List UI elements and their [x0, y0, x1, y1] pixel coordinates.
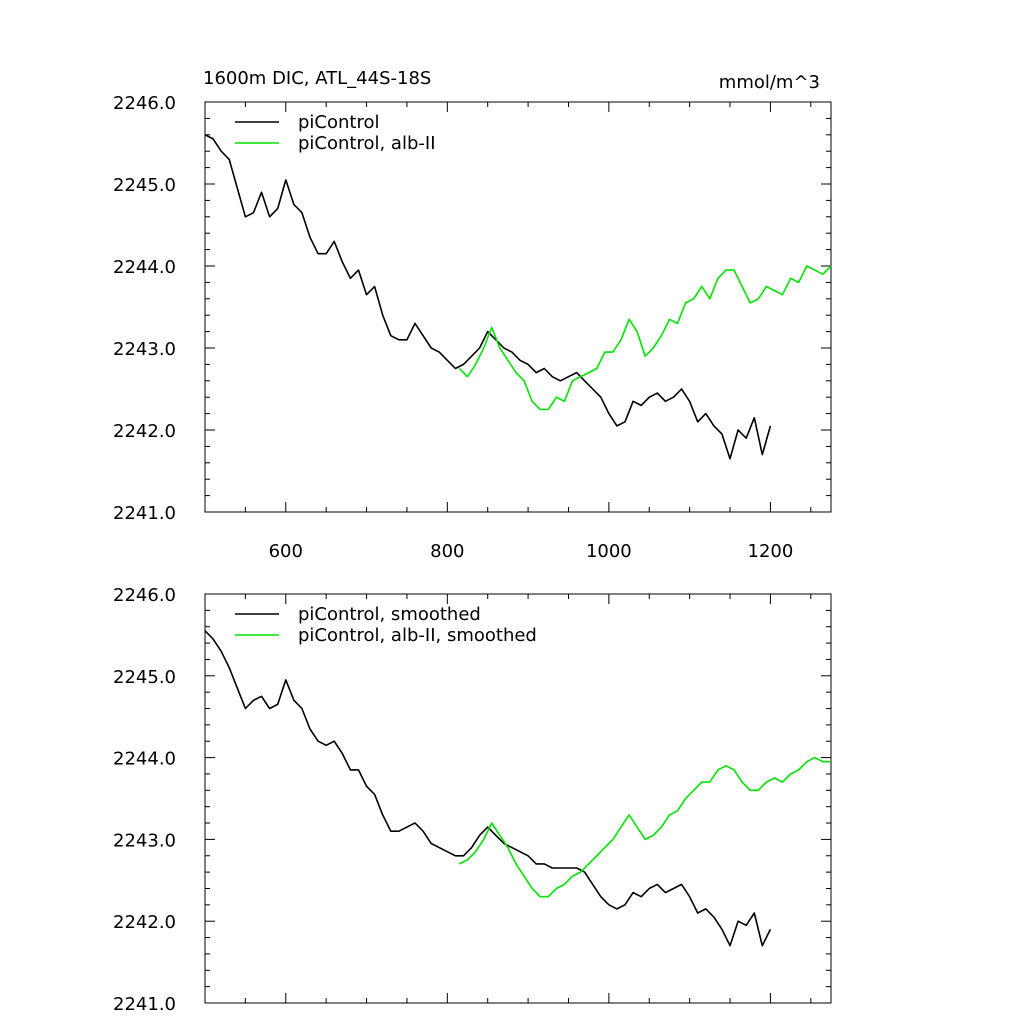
series-line-picontrol [204, 630, 772, 947]
y-tick-label: 2241.0 [113, 503, 176, 524]
series-line-alb-ii [459, 756, 831, 898]
x-tick-label: 1200 [748, 541, 794, 562]
units-label: mmol/m^3 [719, 72, 820, 93]
y-tick-label: 2242.0 [113, 421, 176, 442]
y-tick-label: 2243.0 [113, 830, 176, 851]
y-tick-label: 2246.0 [113, 93, 176, 114]
panel-bottom-plot: 2241.0 2242.0 2243.0 2244.0 2245.0 2246.0 piCo… [113, 585, 832, 1015]
legend-label: piControl [298, 112, 380, 133]
y-tick-label: 2244.0 [113, 749, 176, 770]
series-line-picontrol [204, 134, 772, 460]
x-tick-label: 1000 [586, 541, 632, 562]
legend-label: piControl, alb-II [298, 133, 436, 154]
panel-top-plot: 600 800 1000 1200 2241.0 2242.0 2243.0 2244.0 22… [113, 93, 832, 562]
y-tick-label: 2244.0 [113, 257, 176, 278]
series-line-alb-ii [458, 265, 832, 411]
y-tick-label: 2243.0 [113, 339, 176, 360]
y-tick-label: 2245.0 [113, 175, 176, 196]
y-tick-label: 2241.0 [113, 994, 176, 1015]
y-tick-label: 2245.0 [113, 667, 176, 688]
y-tick-label: 2242.0 [113, 912, 176, 933]
plot-frame [204, 101, 832, 513]
plot-frame [204, 593, 832, 1004]
x-tick-label: 800 [430, 541, 464, 562]
legend-label: piControl, alb-II, smoothed [298, 625, 537, 646]
legend-label: piControl, smoothed [298, 604, 481, 625]
chart-title: 1600m DIC, ATL_44S-18S [203, 68, 431, 89]
y-tick-label: 2246.0 [113, 585, 176, 606]
x-tick-label: 600 [269, 541, 303, 562]
